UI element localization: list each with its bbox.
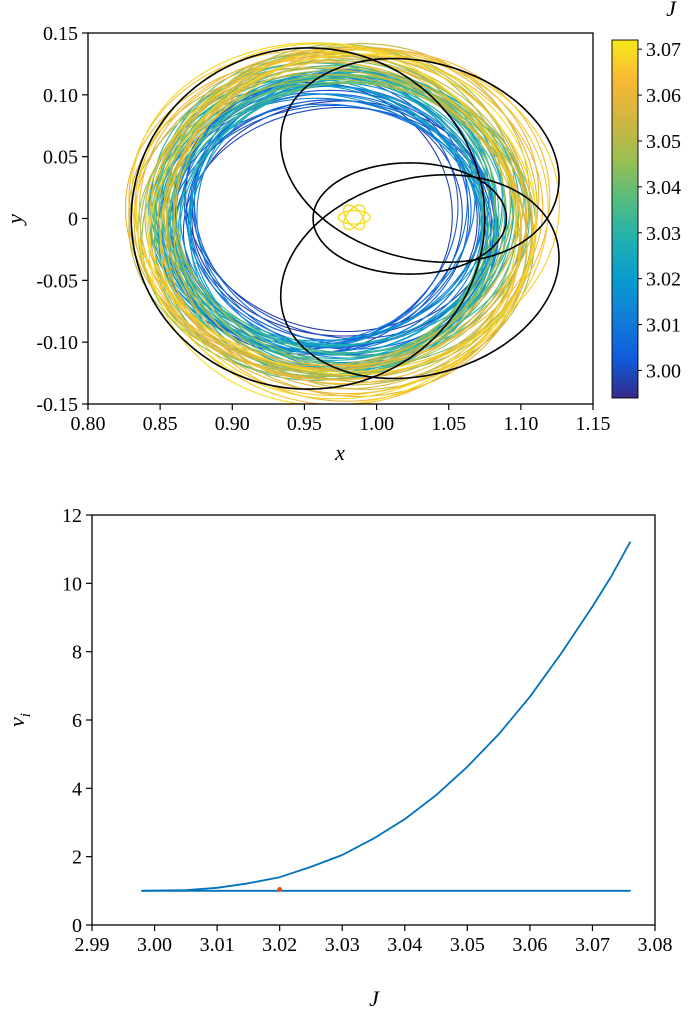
y-tick-label: 10 [62, 573, 82, 595]
series-stability-index-rising [141, 541, 631, 892]
orbit-path [187, 70, 503, 355]
orbit-path [173, 48, 538, 390]
x-tick-label: 3.00 [137, 934, 172, 956]
x-tick-label: 2.99 [75, 934, 110, 956]
y-tick-label: 0.15 [43, 23, 78, 45]
x-tick-label: 3.04 [387, 934, 422, 956]
y-tick-label: -0.10 [36, 332, 78, 354]
y-axis-label-main: v [4, 717, 29, 727]
orbit-path [183, 74, 469, 341]
series-group [141, 541, 631, 892]
stability-canvas: J vi 2.99 3.00 3.01 3.02 3.03 3.04 3.05 3.06 3.0… [4, 505, 673, 1011]
x-tick-label: 1.10 [503, 413, 538, 435]
x-tick-label: 3.03 [325, 934, 360, 956]
orbit-path [135, 43, 517, 400]
orbit-path [160, 48, 551, 381]
orbit-map-figure: x y J 0.80 0.85 0.90 0.95 1.00 1.05 1.10 1.15 -0… [0, 0, 700, 486]
highlight-orbits [130, 47, 560, 390]
y-tick-label: -0.15 [36, 394, 78, 416]
orbit-path [128, 67, 522, 380]
orbit-path [159, 53, 549, 397]
x-axis: 2.99 3.00 3.01 3.02 3.03 3.04 3.05 3.06 3.07 3.08 [75, 925, 673, 956]
colorbar-tick-label: 3.06 [646, 85, 681, 107]
x-tick-label: 1.15 [576, 413, 611, 435]
colorbar-tick-label: 3.04 [646, 177, 681, 199]
x-tick-label: 3.08 [638, 934, 673, 956]
orbit-path [146, 49, 560, 373]
center-orbit-blob [337, 209, 371, 225]
y-axis: -0.15 -0.10 -0.05 0 0.05 0.10 0.15 [36, 23, 88, 416]
colorbar-gradient [611, 39, 639, 399]
x-tick-label: 0.95 [287, 413, 322, 435]
colorbar-tick-label: 3.02 [646, 269, 681, 291]
orbit-path [157, 61, 528, 397]
x-tick-label: 3.01 [200, 934, 235, 956]
x-tick-label: 0.90 [215, 413, 250, 435]
x-tick-label: 3.06 [512, 934, 547, 956]
x-axis-label: x [334, 440, 345, 465]
y-axis: 0 2 4 6 8 10 12 [62, 505, 92, 937]
y-tick-label: 0.10 [43, 85, 78, 107]
highlight-orbit-path [130, 47, 486, 390]
axes-box [91, 514, 656, 926]
y-axis-label-sub: i [18, 713, 34, 717]
orbit-family [124, 42, 560, 404]
y-tick-label: 12 [62, 505, 82, 527]
x-tick-label: 1.05 [431, 413, 466, 435]
x-tick-label: 1.00 [359, 413, 394, 435]
colorbar-label: J [666, 0, 677, 21]
y-tick-label: 4 [72, 778, 82, 800]
orbit-path [191, 89, 495, 340]
x-axis: 0.80 0.85 0.90 0.95 1.00 1.05 1.10 1.15 [71, 404, 611, 435]
series-marker [277, 886, 283, 892]
y-axis-label: y [2, 214, 27, 226]
y-tick-label: 6 [72, 710, 82, 732]
colorbar: 3.00 3.01 3.02 3.03 3.04 3.05 3.06 3.07 [611, 39, 681, 399]
highlight-orbit-path [312, 162, 508, 275]
y-tick-label: 8 [72, 642, 82, 664]
y-tick-label: 0 [72, 915, 82, 937]
colorbar-tick-label: 3.07 [646, 39, 681, 61]
center-orbit-blob [343, 204, 366, 231]
x-tick-label: 3.02 [262, 934, 297, 956]
orbit-path [128, 50, 522, 385]
x-tick-label: 0.85 [143, 413, 178, 435]
colorbar-tick-label: 3.05 [646, 131, 681, 153]
x-tick-label: 0.80 [71, 413, 106, 435]
y-tick-label: -0.05 [36, 270, 78, 292]
orbit-path [134, 48, 544, 367]
x-tick-label: 3.07 [575, 934, 610, 956]
orbit-path [148, 53, 537, 404]
orbit-map-canvas: x y J 0.80 0.85 0.90 0.95 1.00 1.05 1.10 1.15 -0… [2, 0, 681, 465]
colorbar-tick-label: 3.03 [646, 223, 681, 245]
x-axis-label: J [369, 986, 380, 1011]
x-tick-label: 3.05 [450, 934, 485, 956]
y-tick-label: 0.05 [43, 147, 78, 169]
center-orbit-blob [343, 204, 366, 231]
y-axis-label: vi [4, 713, 34, 727]
orbit-path [131, 42, 537, 376]
orbit-path [138, 59, 521, 395]
colorbar-tick-label: 3.00 [646, 360, 681, 382]
y-tick-label: 0 [68, 209, 78, 231]
stability-figure: J vi 2.99 3.00 3.01 3.02 3.03 3.04 3.05 3.06 3.0… [0, 486, 700, 1036]
orbit-path [160, 78, 476, 345]
y-tick-label: 2 [72, 847, 82, 869]
highlight-orbit-path [279, 174, 560, 380]
orbit-path [148, 52, 523, 404]
colorbar-tick-label: 3.01 [646, 315, 681, 337]
highlight-orbit-path [279, 57, 560, 263]
orbit-path [148, 46, 540, 369]
